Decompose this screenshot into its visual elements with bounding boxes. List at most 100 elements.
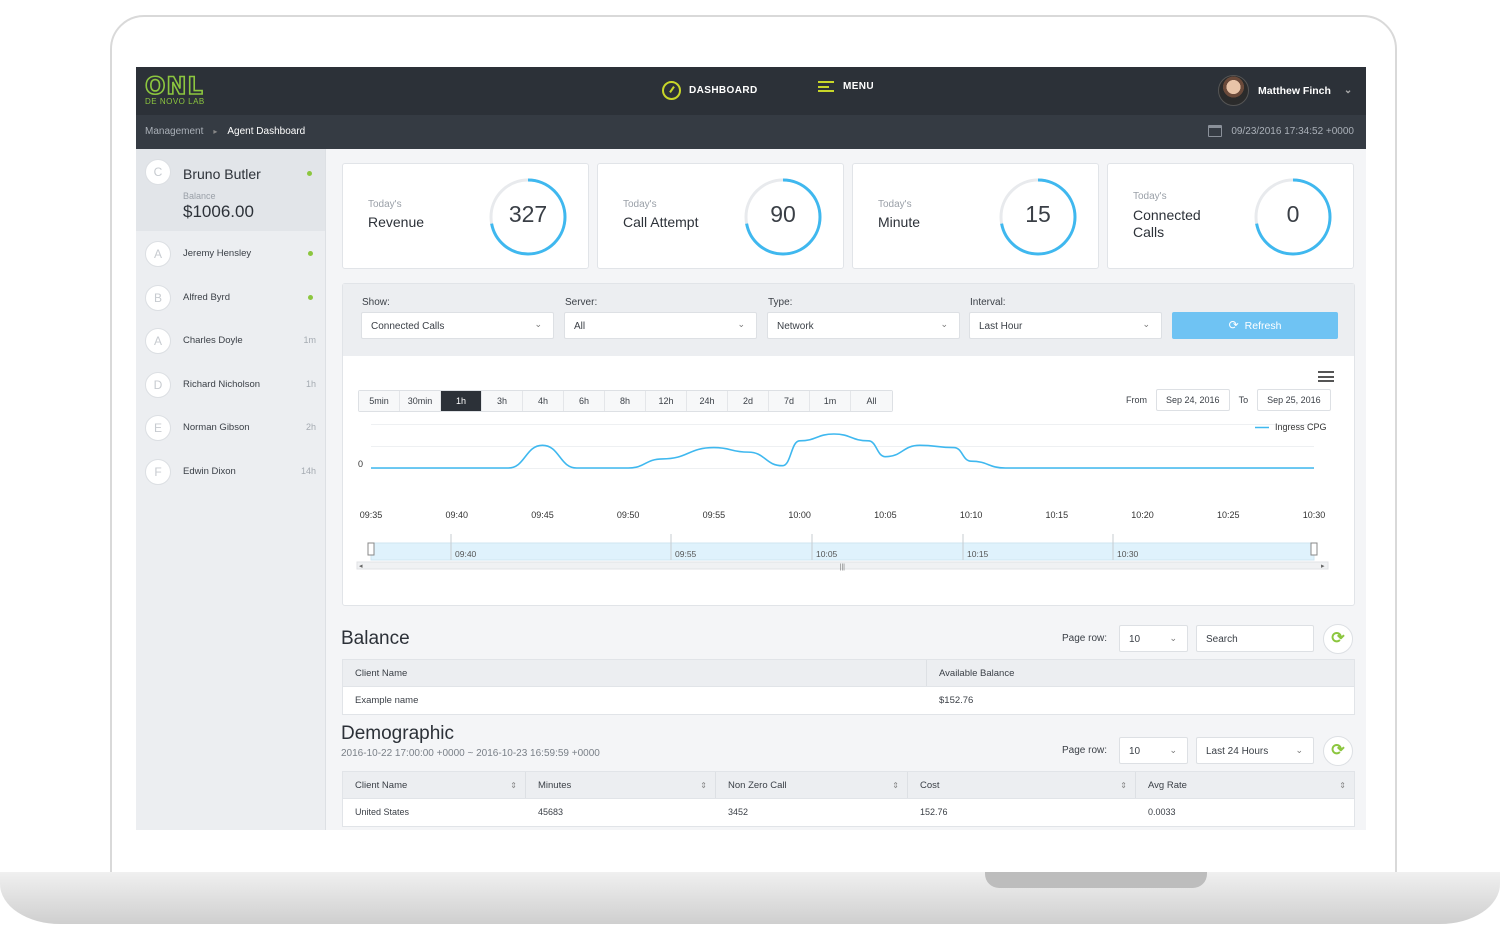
range-button[interactable]: 6h	[564, 391, 605, 411]
progress-ring	[489, 178, 567, 256]
last-active-time: 14h	[300, 465, 316, 476]
last-active-time: 1h	[305, 378, 316, 389]
sidebar-item-active[interactable]: C Bruno Butler Balance $1006.00	[136, 149, 325, 231]
nav-menu[interactable]: MENU	[818, 81, 874, 92]
progress-ring	[999, 178, 1077, 256]
to-label: To	[1238, 395, 1249, 405]
table-row[interactable]: Example name $152.76	[343, 687, 1354, 714]
navigator-tick-label: 10:30	[1117, 549, 1139, 559]
sort-icon: ⇕	[700, 781, 707, 790]
sidebar-item[interactable]: A Jeremy Hensley	[136, 231, 325, 275]
stat-value: 15	[1025, 201, 1051, 227]
user-name: Matthew Finch	[1258, 84, 1331, 97]
column-header[interactable]: Minutes ⇕	[526, 772, 716, 798]
range-button[interactable]: 24h	[687, 391, 728, 411]
agent-initial: B	[145, 284, 171, 311]
show-label: Show:	[362, 297, 390, 308]
interval-value: Last Hour	[979, 321, 1023, 332]
last-active-time: 2h	[305, 422, 316, 433]
sidebar-item[interactable]: A Charles Doyle 1m	[136, 318, 325, 362]
column-header[interactable]: Client Name	[343, 660, 927, 686]
range-button[interactable]: 7d	[769, 391, 810, 411]
table-cell: 45683	[538, 807, 564, 817]
to-date-input[interactable]: Sep 25, 2016	[1257, 389, 1331, 411]
range-button[interactable]: 1m	[810, 391, 851, 411]
navigator-tick-label: 10:15	[967, 549, 989, 559]
demographic-sync-button[interactable]: ⟳	[1323, 736, 1353, 766]
online-status-dot	[307, 171, 312, 176]
balance-page-row-select[interactable]: 10 ⌄	[1119, 625, 1188, 652]
filter-bar: Show: Connected Calls ⌄ Server: All ⌄ Type…	[343, 284, 1354, 356]
column-header[interactable]: Cost ⇕	[908, 772, 1136, 798]
range-button[interactable]: 12h	[646, 391, 687, 411]
x-tick-label: 10:00	[788, 510, 811, 520]
stat-small-label: Today's	[623, 199, 657, 210]
sidebar-item[interactable]: E Norman Gibson 2h	[136, 405, 325, 449]
range-button[interactable]: 2d	[728, 391, 769, 411]
sort-icon: ⇕	[892, 781, 899, 790]
from-date-input[interactable]: Sep 24, 2016	[1156, 389, 1230, 411]
column-label: Client Name	[355, 780, 408, 791]
progress-ring	[1254, 178, 1332, 256]
demographic-table: Client Name ⇕ Minutes ⇕ Non Zero Call ⇕ Cos…	[342, 771, 1355, 827]
refresh-label: Refresh	[1244, 320, 1282, 332]
agent-initial: A	[145, 328, 171, 355]
navigator-range	[370, 542, 1315, 561]
agent-initial: C	[145, 159, 171, 185]
search-placeholder: Search	[1206, 634, 1238, 645]
x-tick-label: 10:15	[1046, 510, 1069, 520]
sidebar-item[interactable]: B Alfred Byrd	[136, 275, 325, 319]
logo-main: ONL	[144, 72, 204, 100]
balance-search-input[interactable]: Search	[1196, 625, 1314, 652]
range-button[interactable]: 8h	[605, 391, 646, 411]
demographic-page-row-select[interactable]: 10 ⌄	[1119, 737, 1188, 764]
column-header[interactable]: Client Name ⇕	[343, 772, 526, 798]
navigator-tick-label: 09:40	[455, 549, 477, 559]
table-row[interactable]: United States 45683 3452 152.76 0.0033	[343, 799, 1354, 826]
stat-small-label: Today's	[1133, 191, 1167, 202]
scroll-left-arrow: ◂	[359, 563, 363, 570]
nav-dashboard[interactable]: DASHBOARD	[662, 81, 758, 100]
online-status-dot	[308, 251, 313, 256]
x-tick-label: 09:45	[531, 510, 554, 520]
stat-value: 0	[1286, 201, 1300, 227]
x-tick-label: 09:35	[360, 510, 383, 520]
range-button[interactable]: 3h	[482, 391, 523, 411]
chart-panel: Show: Connected Calls ⌄ Server: All ⌄ Type…	[342, 283, 1355, 606]
user-menu[interactable]: Matthew Finch ⌄	[1218, 75, 1352, 106]
table-cell: Example name	[355, 695, 419, 706]
menu-icon	[818, 81, 834, 92]
logo[interactable]: ONL DE NOVO LAB	[144, 72, 225, 107]
stat-label: Connected	[1133, 207, 1201, 223]
range-button[interactable]: 5min	[359, 391, 400, 411]
chevron-down-icon: ⌄	[940, 319, 948, 329]
sidebar-item[interactable]: D Richard Nicholson 1h	[136, 362, 325, 406]
refresh-button[interactable]: ⟳ Refresh	[1172, 312, 1338, 339]
chevron-down-icon: ⌄	[1343, 85, 1353, 96]
avatar	[1218, 75, 1249, 106]
range-button[interactable]: 4h	[523, 391, 564, 411]
column-header[interactable]: Avg Rate ⇕	[1136, 772, 1354, 798]
column-header[interactable]: Non Zero Call ⇕	[716, 772, 908, 798]
x-tick-label: 09:40	[445, 510, 468, 520]
sidebar-item[interactable]: F Edwin Dixon 14h	[136, 449, 325, 493]
type-select[interactable]: Network ⌄	[767, 312, 960, 339]
interval-select[interactable]: Last Hour ⌄	[969, 312, 1162, 339]
balance-sync-button[interactable]: ⟳	[1323, 624, 1353, 654]
chevron-right-icon: ▸	[213, 127, 218, 136]
column-header[interactable]: Available Balance	[939, 668, 1015, 679]
chevron-down-icon: ⌄	[1295, 745, 1303, 755]
logo-sub: DE NOVO LAB	[145, 97, 205, 106]
breadcrumb-root[interactable]: Management	[145, 126, 204, 137]
range-button[interactable]: 30min	[400, 391, 441, 411]
balance-label: Balance	[183, 191, 216, 201]
nav-dashboard-label: DASHBOARD	[689, 85, 758, 96]
range-button[interactable]: 1h	[441, 391, 482, 411]
chart-menu-icon[interactable]	[1318, 371, 1334, 382]
breadcrumb-bar: Management ▸ Agent Dashboard 09/23/2016 …	[136, 115, 1366, 149]
range-button[interactable]: All	[851, 391, 892, 411]
show-select[interactable]: Connected Calls ⌄	[361, 312, 554, 339]
server-select[interactable]: All ⌄	[564, 312, 757, 339]
period-select[interactable]: Last 24 Hours ⌄	[1196, 737, 1314, 764]
sort-icon: ⇕	[1120, 781, 1127, 790]
